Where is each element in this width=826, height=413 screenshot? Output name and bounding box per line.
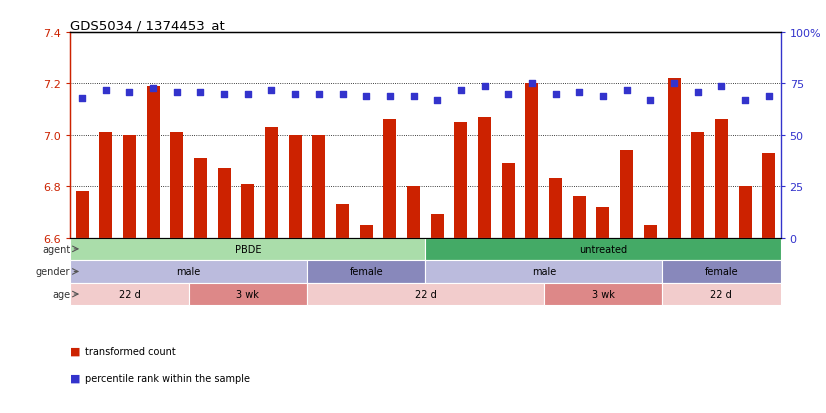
Point [762,93,776,100]
Bar [425,261,662,283]
Point [525,81,539,88]
Point [170,89,183,96]
Point [620,87,634,94]
Bar [430,215,444,238]
Point [667,81,681,88]
Point [123,89,136,96]
Point [714,83,728,90]
Bar [738,187,752,238]
Bar [70,238,425,261]
Text: 22 d: 22 d [710,290,732,299]
Bar [572,197,586,238]
Bar [336,205,349,238]
Bar [762,154,776,238]
Point [336,91,349,98]
Bar [123,135,136,238]
Bar [407,187,420,238]
Bar [146,87,159,238]
Text: age: age [52,290,70,299]
Text: ■: ■ [70,373,81,383]
Point [75,95,88,102]
Point [691,89,705,96]
Text: female: female [349,267,383,277]
Bar [312,135,325,238]
Bar [70,283,188,306]
Bar [265,128,278,238]
Bar [478,118,491,238]
Bar [217,169,230,238]
Bar [75,192,88,238]
Text: 3 wk: 3 wk [236,290,259,299]
Bar [544,283,662,306]
Point [572,89,586,96]
Text: 3 wk: 3 wk [591,290,615,299]
Bar [620,151,634,238]
Point [454,87,468,94]
Text: transformed count: transformed count [85,346,176,356]
Bar [454,123,468,238]
Point [430,97,444,104]
Text: 22 d: 22 d [415,290,436,299]
Bar [525,84,539,238]
Bar [714,120,728,238]
Bar [691,133,705,238]
Text: male: male [532,267,556,277]
Point [501,91,515,98]
Bar [288,135,301,238]
Bar [596,207,610,238]
Bar [99,133,112,238]
Text: GDS5034 / 1374453_at: GDS5034 / 1374453_at [70,19,225,32]
Point [194,89,207,96]
Bar [662,261,781,283]
Bar [667,79,681,238]
Bar [383,120,396,238]
Text: 22 d: 22 d [119,290,140,299]
Point [596,93,610,100]
Point [312,91,325,98]
Bar [70,261,307,283]
Text: gender: gender [36,267,70,277]
Point [359,93,373,100]
Bar [188,283,307,306]
Point [146,85,159,92]
Point [738,97,752,104]
Bar [241,184,254,238]
Point [265,87,278,94]
Text: female: female [705,267,738,277]
Bar [307,283,544,306]
Text: untreated: untreated [579,244,627,254]
Text: percentile rank within the sample: percentile rank within the sample [85,373,250,383]
Point [241,91,254,98]
Bar [662,283,781,306]
Point [478,83,491,90]
Point [288,91,301,98]
Text: PBDE: PBDE [235,244,261,254]
Point [383,93,396,100]
Bar [194,159,207,238]
Bar [307,261,425,283]
Point [407,93,420,100]
Point [549,91,563,98]
Bar [501,164,515,238]
Bar [549,179,563,238]
Point [99,87,112,94]
Point [217,91,230,98]
Text: agent: agent [42,244,70,254]
Text: ■: ■ [70,346,81,356]
Text: male: male [177,267,201,277]
Bar [425,238,781,261]
Bar [643,225,657,238]
Point [643,97,657,104]
Bar [359,225,373,238]
Bar [170,133,183,238]
